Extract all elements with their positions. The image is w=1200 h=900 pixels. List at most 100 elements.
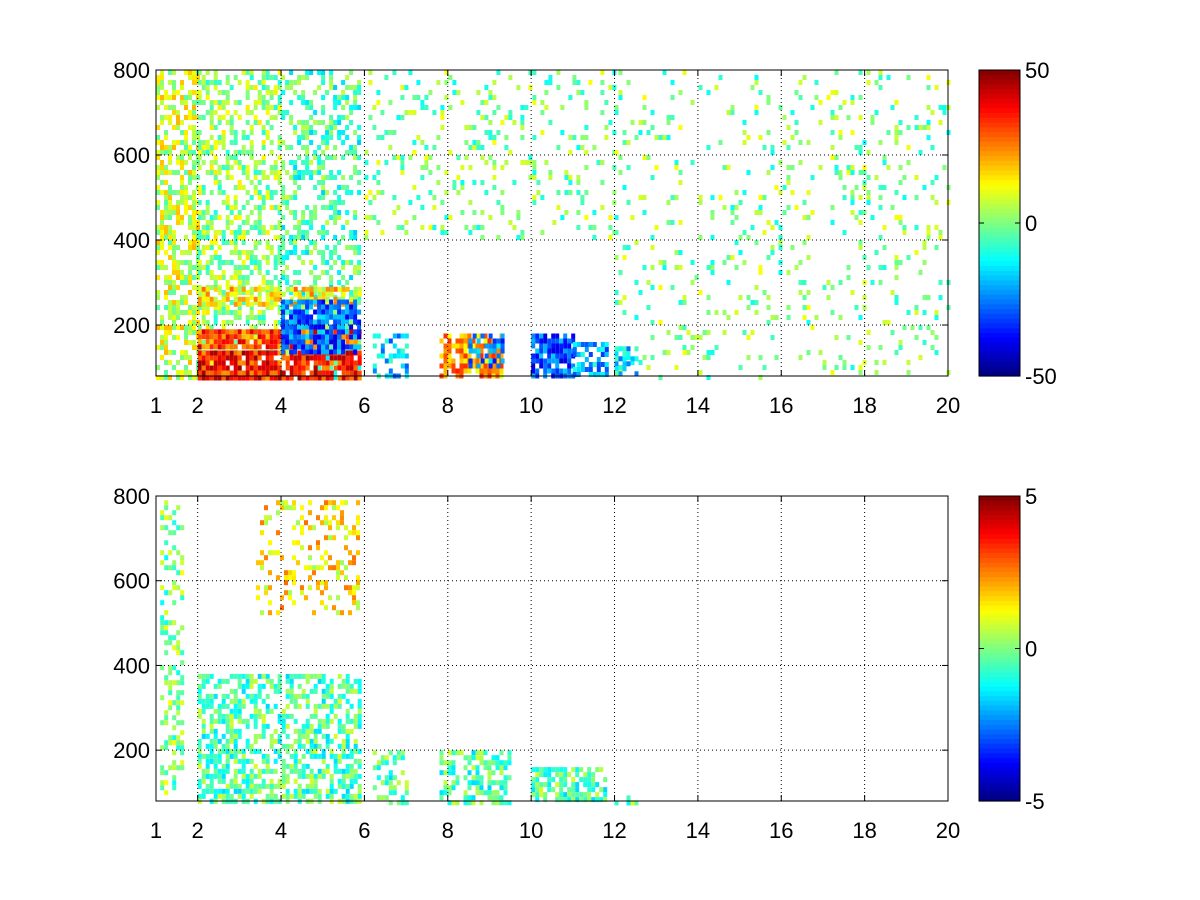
heatmap-cell [488, 363, 493, 369]
heatmap-cell [285, 678, 290, 684]
heatmap-cell [300, 585, 304, 591]
heatmap-cell [353, 100, 358, 105]
heatmap-cell [472, 225, 477, 230]
heatmap-cell [914, 335, 919, 340]
x-tick-label: 14 [686, 818, 710, 843]
heatmap-cell [209, 301, 214, 307]
heatmap-cell [277, 225, 282, 230]
heatmap-cell [176, 160, 180, 165]
colorbar-swatch [979, 791, 1020, 797]
heatmap-cell [352, 555, 356, 561]
heatmap-cell [249, 286, 254, 292]
heatmap-cell [237, 280, 242, 285]
heatmap-cell [180, 595, 185, 601]
heatmap-cell [192, 210, 196, 215]
heatmap-cell [221, 339, 226, 345]
heatmap-cell [626, 355, 631, 360]
heatmap-cell [532, 95, 537, 100]
heatmap-cell [746, 295, 751, 300]
heatmap-cell [201, 185, 206, 190]
heatmap-cell [806, 235, 811, 240]
heatmap-cell [257, 315, 262, 320]
heatmap-cell [400, 160, 405, 165]
heatmap-cell [217, 305, 222, 310]
heatmap-cell [261, 85, 266, 90]
heatmap-cell [337, 319, 342, 325]
heatmap-cell [357, 350, 362, 356]
heatmap-cell [762, 290, 767, 295]
heatmap-cell [229, 738, 234, 744]
heatmap-cell [634, 346, 639, 352]
heatmap-cell [301, 145, 306, 150]
heatmap-cell [341, 365, 346, 371]
heatmap-cell [357, 365, 362, 370]
heatmap-cell [337, 304, 342, 310]
heatmap-cell [329, 275, 334, 280]
heatmap-cell [345, 713, 350, 719]
heatmap-cell [467, 368, 472, 374]
heatmap-cell [205, 370, 210, 376]
heatmap-cell [277, 320, 282, 325]
heatmap-cell [357, 300, 362, 305]
heatmap-cell [301, 793, 306, 799]
heatmap-cell [818, 350, 823, 355]
heatmap-cell [321, 773, 326, 779]
heatmap-cell [281, 115, 286, 120]
heatmap-cell [293, 748, 298, 754]
heatmap-cell [257, 265, 262, 270]
heatmap-cell [504, 115, 509, 120]
heatmap-cell [176, 210, 180, 215]
heatmap-cell [309, 748, 314, 754]
heatmap-cell [172, 265, 176, 270]
heatmap-cell [285, 793, 290, 799]
heatmap-cell [384, 358, 389, 364]
heatmap-cell [317, 286, 322, 292]
heatmap-cell [297, 319, 302, 325]
heatmap-cell [305, 678, 310, 684]
heatmap-cell [241, 220, 246, 225]
heatmap-cell [233, 703, 238, 709]
heatmap-cell [353, 365, 358, 371]
heatmap-cell [592, 362, 597, 367]
heatmap-cell [277, 713, 282, 719]
heatmap-cell [539, 772, 544, 778]
heatmap-cell [313, 344, 318, 350]
heatmap-cell [308, 545, 312, 551]
colorbar-swatch [979, 605, 1020, 611]
heatmap-cell [638, 360, 643, 365]
heatmap-cell [281, 349, 286, 355]
heatmap-cell [353, 85, 358, 90]
heatmap-cell [237, 768, 242, 774]
heatmap-cell [305, 220, 310, 225]
heatmap-cell [273, 175, 278, 180]
heatmap-cell [253, 678, 258, 684]
heatmap-cell [176, 170, 180, 175]
heatmap-cell [317, 723, 322, 729]
heatmap-cell [253, 783, 258, 789]
heatmap-cell [301, 125, 306, 130]
heatmap-cell [168, 685, 173, 691]
heatmap-cell [209, 215, 214, 220]
heatmap-cell [297, 360, 302, 366]
heatmap-cell [682, 345, 687, 350]
heatmap-cell [353, 286, 358, 292]
heatmap-cell [484, 100, 489, 105]
heatmap-cell [321, 291, 326, 297]
heatmap-cell [237, 80, 242, 85]
heatmap-cell [192, 310, 196, 315]
heatmap-cell [614, 110, 619, 115]
heatmap-cell [213, 329, 218, 335]
heatmap-cell [424, 155, 429, 160]
heatmap-cell [353, 748, 358, 754]
heatmap-cell [337, 365, 342, 371]
heatmap-cell [289, 240, 294, 245]
heatmap-cell [388, 785, 393, 791]
heatmap-cell [588, 225, 593, 230]
heatmap-cell [447, 343, 452, 349]
heatmap-cell [353, 215, 358, 220]
heatmap-cell [384, 775, 389, 781]
heatmap-cell [471, 775, 476, 781]
heatmap-cell [168, 325, 172, 330]
